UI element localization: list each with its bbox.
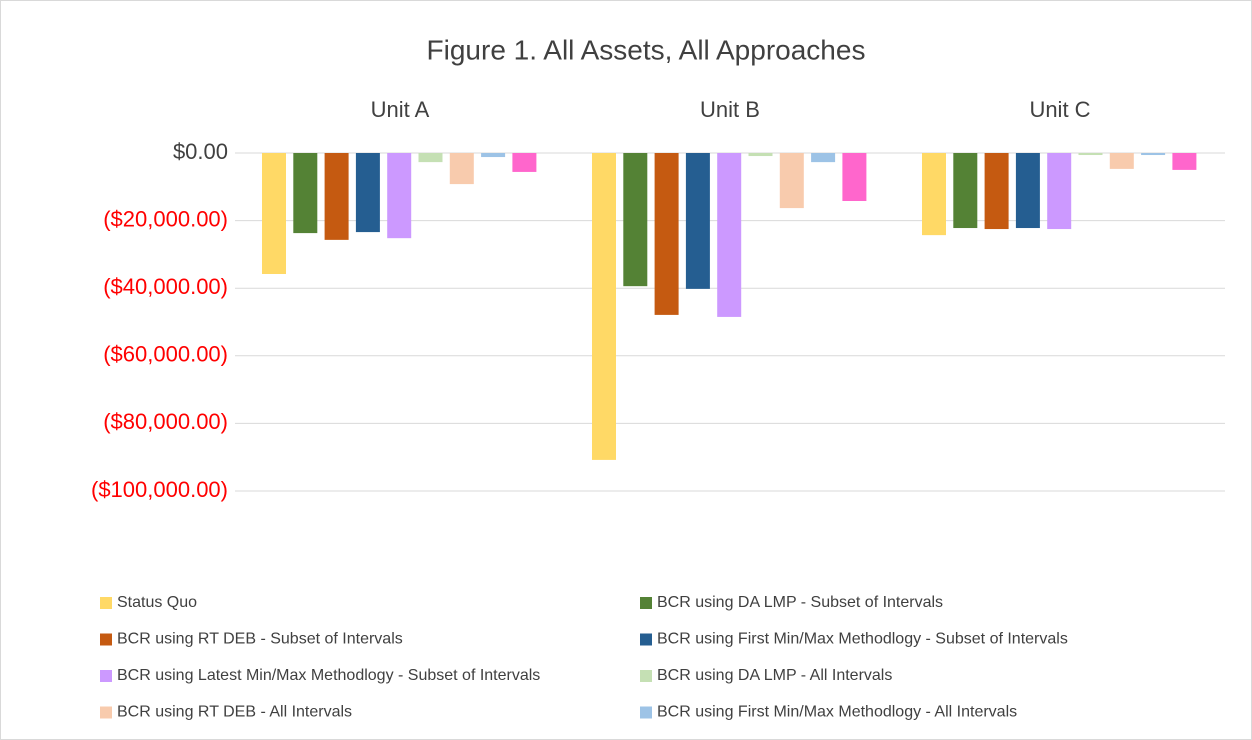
legend-label: Status Quo: [117, 594, 197, 611]
legend-swatch: [640, 597, 652, 609]
legend-swatch: [100, 597, 112, 609]
bar: [512, 153, 537, 172]
legend-label: BCR using RT DEB - Subset of Intervals: [117, 631, 403, 648]
bar: [953, 153, 978, 229]
y-tick-label: ($20,000.00): [103, 206, 228, 231]
bar: [748, 153, 773, 157]
y-tick-label: $0.00: [173, 139, 228, 164]
x-tick-label: Unit C: [1029, 97, 1090, 122]
bar: [685, 153, 710, 289]
legend-label: BCR using First Min/Max Methodlogy - All…: [657, 704, 1017, 721]
bar: [1078, 153, 1103, 156]
bar: [1047, 153, 1072, 230]
legend-label: BCR using DA LMP - All Intervals: [657, 667, 892, 684]
bar: [1172, 153, 1197, 170]
bar: [387, 153, 412, 239]
chart-title: Figure 1. All Assets, All Approaches: [427, 34, 866, 65]
y-tick-label: ($80,000.00): [103, 409, 228, 434]
bar: [654, 153, 679, 315]
legend-swatch: [100, 670, 112, 682]
bar: [717, 153, 742, 317]
legend-swatch: [640, 706, 652, 719]
y-tick-label: ($100,000.00): [91, 477, 228, 502]
bar: [293, 153, 318, 234]
bar: [262, 153, 286, 275]
bar: [1109, 153, 1134, 169]
bar: [449, 153, 474, 185]
bar: [779, 153, 804, 209]
y-tick-label: ($40,000.00): [103, 274, 228, 299]
legend-label: BCR using First Min/Max Methodlogy - Sub…: [657, 631, 1068, 648]
x-tick-label: Unit B: [700, 97, 760, 122]
x-tick-label: Unit A: [371, 97, 430, 122]
bar: [922, 153, 946, 236]
bar: [418, 153, 443, 163]
legend-swatch: [100, 706, 112, 719]
bar: [592, 153, 616, 460]
legend-swatch: [640, 633, 652, 646]
bar: [984, 153, 1009, 230]
legend-swatch: [640, 670, 652, 682]
y-tick-label: ($60,000.00): [103, 342, 228, 367]
legend-label: BCR using Latest Min/Max Methodlogy - Su…: [117, 667, 540, 684]
bar: [324, 153, 349, 240]
bar: [811, 153, 836, 163]
legend-label: BCR using DA LMP - Subset of Intervals: [657, 594, 943, 611]
bar: [481, 153, 506, 158]
bar: [1141, 153, 1166, 156]
bar: [1015, 153, 1040, 229]
bar: [842, 153, 867, 201]
bar: [355, 153, 380, 233]
legend-swatch: [100, 633, 112, 646]
legend-label: BCR using RT DEB - All Intervals: [117, 704, 352, 721]
bar: [623, 153, 648, 287]
